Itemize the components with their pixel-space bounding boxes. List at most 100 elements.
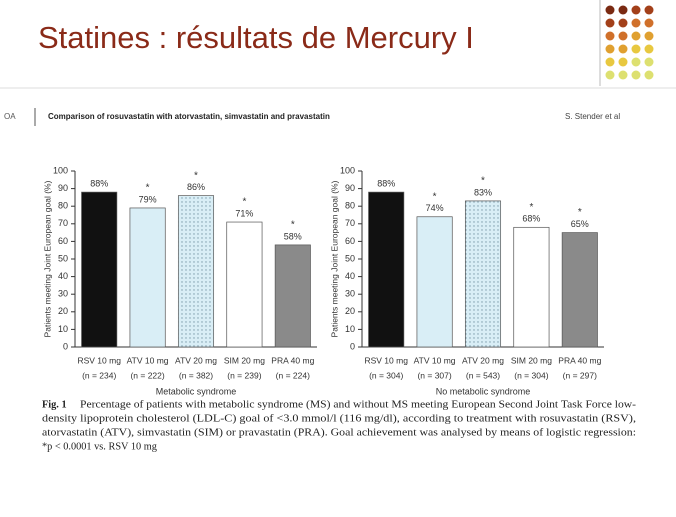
x-tick-label: PRA 40 mg [271, 355, 314, 365]
deco-dot [618, 18, 628, 28]
y-tick-label: 0 [63, 341, 68, 351]
value-label: 83% [474, 187, 492, 197]
deco-dot [618, 70, 628, 80]
bar [464, 200, 502, 348]
significance-marker: * [529, 202, 533, 213]
x-tick-count: (n = 304) [514, 370, 548, 380]
header-author: S. Stender et al [565, 112, 620, 121]
x-tick-count: (n = 297) [563, 370, 597, 380]
deco-dot [618, 57, 628, 67]
deco-dot [605, 57, 615, 67]
value-label: 88% [377, 178, 395, 188]
y-tick-label: 10 [58, 324, 68, 334]
value-label: 74% [426, 203, 444, 213]
x-tick-label: RSV 10 mg [364, 355, 408, 365]
y-tick-label: 70 [58, 218, 68, 228]
caption-line: Percentage of patients with metabolic sy… [80, 399, 637, 410]
value-label: 86% [187, 182, 205, 192]
y-tick-label: 70 [345, 218, 355, 228]
y-tick-label: 90 [345, 183, 355, 193]
deco-dot [644, 70, 654, 80]
caption-line: *p < 0.0001 vs. RSV 10 mg [42, 441, 157, 452]
significance-marker: * [194, 170, 198, 181]
y-tick-label: 40 [58, 271, 68, 281]
x-tick-count: (n = 382) [179, 370, 213, 380]
slide-title: Statines : résultats de Mercury I [38, 20, 474, 55]
deco-dot [618, 44, 628, 54]
deco-dot [605, 70, 615, 80]
y-tick-label: 0 [350, 341, 355, 351]
y-tick-label: 80 [345, 201, 355, 211]
bar [129, 207, 166, 348]
deco-dot [631, 18, 641, 28]
bar [561, 232, 598, 348]
x-tick-label: ATV 10 mg [127, 355, 169, 365]
decoration-dots [599, 0, 654, 86]
deco-dot [605, 31, 615, 41]
deco-dot [618, 5, 628, 15]
y-tick-label: 60 [345, 236, 355, 246]
x-tick-label: ATV 20 mg [462, 355, 504, 365]
x-tick-count: (n = 543) [466, 370, 500, 380]
significance-marker: * [578, 207, 582, 218]
bar [513, 226, 550, 348]
deco-dot [631, 31, 641, 41]
x-tick-count: (n = 239) [227, 370, 261, 380]
y-tick-label: 100 [340, 165, 355, 175]
header-left: OA [4, 112, 16, 121]
x-tick-count: (n = 222) [130, 370, 164, 380]
x-tick-label: PRA 40 mg [558, 355, 601, 365]
value-label: 71% [235, 208, 253, 218]
deco-dot [618, 31, 628, 41]
bar [226, 221, 263, 348]
y-tick-label: 40 [345, 271, 355, 281]
bar [177, 195, 215, 348]
x-axis-label: Metabolic syndrome [156, 386, 237, 396]
bar [368, 191, 405, 348]
bar [81, 191, 118, 348]
deco-dot [631, 44, 641, 54]
significance-marker: * [146, 183, 150, 194]
caption-line: atorvastatin (ATV), simvastatin (SIM) or… [42, 427, 636, 438]
y-tick-label: 60 [58, 236, 68, 246]
x-tick-label: SIM 20 mg [224, 355, 265, 365]
x-tick-count: (n = 304) [369, 370, 403, 380]
y-tick-label: 80 [58, 201, 68, 211]
deco-dot [644, 5, 654, 15]
x-tick-label: RSV 10 mg [77, 355, 121, 365]
y-tick-label: 10 [345, 324, 355, 334]
deco-dot [605, 44, 615, 54]
value-label: 88% [90, 178, 108, 188]
y-tick-label: 20 [345, 306, 355, 316]
x-axis-label: No metabolic syndrome [436, 386, 531, 396]
caption: Fig. 1 Percentage of patients with metabo… [42, 399, 637, 452]
x-tick-label: ATV 20 mg [175, 355, 217, 365]
caption-label: Fig. 1 [42, 399, 67, 410]
deco-dot [631, 70, 641, 80]
caption-line: density lipoprotein cholesterol (LDL-C) … [42, 413, 636, 424]
y-tick-label: 50 [58, 253, 68, 263]
value-label: 68% [522, 214, 540, 224]
y-tick-label: 100 [53, 165, 68, 175]
value-label: 65% [571, 219, 589, 229]
deco-dot [644, 57, 654, 67]
significance-marker: * [481, 176, 485, 187]
significance-marker: * [242, 197, 246, 208]
significance-marker: * [291, 220, 295, 231]
deco-dot [644, 31, 654, 41]
value-label: 58% [284, 231, 302, 241]
significance-marker: * [433, 191, 437, 202]
deco-dot [631, 57, 641, 67]
y-tick-label: 30 [345, 289, 355, 299]
y-tick-label: 90 [58, 183, 68, 193]
deco-dot [605, 5, 615, 15]
x-tick-label: ATV 10 mg [414, 355, 456, 365]
bar [274, 244, 311, 348]
header-title: Comparison of rosuvastatin with atorvast… [48, 112, 330, 121]
deco-dot [644, 44, 654, 54]
x-tick-count: (n = 307) [417, 370, 451, 380]
y-tick-label: 50 [345, 253, 355, 263]
